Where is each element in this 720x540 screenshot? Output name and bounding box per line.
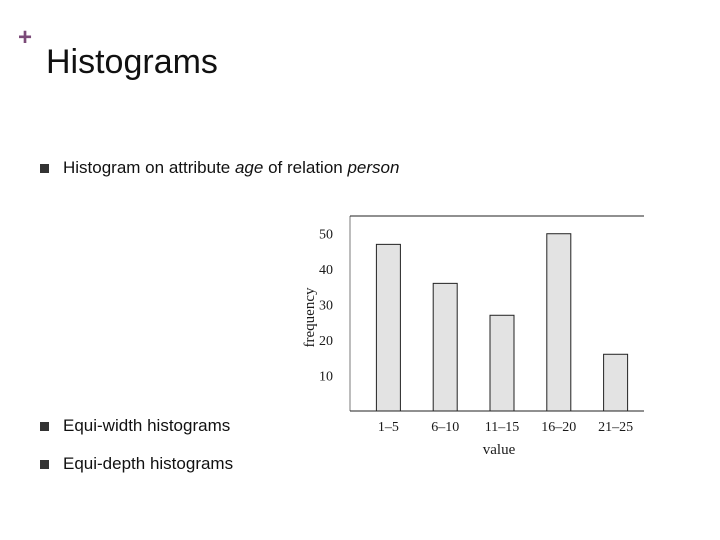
plus-logo: + (18, 24, 33, 51)
y-tick-label: 30 (319, 299, 333, 314)
histogram-bar (489, 314, 515, 412)
histogram-bar (546, 233, 572, 412)
y-tick-label: 50 (319, 228, 333, 243)
bullet-marker-icon (40, 459, 49, 469)
slide-title: Histograms (46, 43, 218, 81)
bullet-marker-icon (40, 421, 49, 431)
x-tick-label: 11–15 (485, 420, 519, 435)
x-axis-label: value (483, 442, 516, 458)
bullet-text: Equi-width histograms (63, 416, 231, 435)
y-tick-label: 20 (319, 334, 333, 349)
histogram-bar (603, 353, 629, 412)
bullet-equi-depth: Equi-depth histograms (40, 454, 233, 474)
bullet-equi-width: Equi-width histograms (40, 416, 230, 436)
histogram-bar (432, 282, 458, 412)
x-tick-label: 1–5 (378, 420, 399, 435)
histogram-bar (375, 243, 401, 412)
x-tick-label: 16–20 (541, 420, 576, 435)
bullet-marker-icon (40, 163, 49, 173)
y-tick-label: 40 (319, 263, 333, 278)
bullet-histogram-age: Histogram on attribute age of relation p… (40, 158, 399, 178)
y-tick-label: 10 (319, 370, 333, 385)
x-tick-label: 6–10 (431, 420, 459, 435)
bullet-text: Equi-depth histograms (63, 454, 234, 473)
y-axis-label: frequency (302, 287, 318, 347)
histogram-chart: 10 20 30 40 50 1–5 6–10 11–15 16–20 21–25 value fre… (302, 215, 644, 458)
bullet-text: Histogram on attribute age of relation p… (63, 158, 400, 177)
x-tick-label: 21–25 (598, 420, 633, 435)
